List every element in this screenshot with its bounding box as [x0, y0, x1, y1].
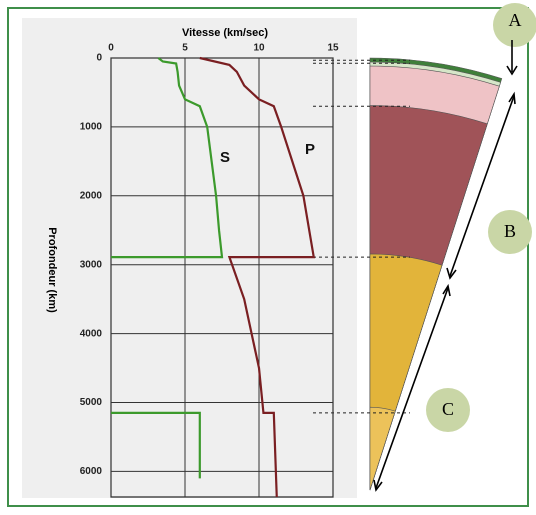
plot: 0 5 10 15 0 1000 2000 3000 4000 5000 6000 S P	[80, 43, 410, 498]
annotation: C	[442, 399, 454, 419]
y-tick-label: 3000	[80, 259, 103, 270]
arrow	[449, 95, 515, 277]
arrow-head	[508, 91, 516, 105]
label-circle	[426, 388, 470, 432]
chart-title: Vitesse (km/sec)	[182, 27, 268, 39]
arrow-head	[506, 65, 518, 76]
series-line	[199, 56, 316, 498]
series-line	[111, 57, 224, 479]
arrows	[373, 40, 518, 492]
series-label: P	[305, 141, 315, 158]
earth-section	[369, 57, 503, 491]
series-label: S	[220, 149, 230, 166]
layer	[369, 406, 396, 491]
y-tick-label: 2000	[80, 190, 103, 201]
y-tick-label: 4000	[80, 328, 103, 339]
y-tick-label: 5000	[80, 397, 103, 408]
arrow	[375, 287, 449, 489]
x-tick-label: 0	[108, 43, 114, 54]
annotations: A B C	[373, 3, 536, 492]
x-tick-label: 5	[182, 43, 188, 54]
arrow-head	[446, 267, 457, 280]
x-tick-label: 15	[327, 43, 339, 54]
arrow-head	[373, 479, 383, 492]
y-tick-label: 6000	[80, 466, 103, 477]
label-circle	[493, 3, 536, 47]
label-circle	[488, 210, 532, 254]
annotation: A	[509, 10, 522, 30]
x-tick-label: 10	[253, 43, 265, 54]
annotation: B	[504, 221, 516, 241]
y-axis-label: Profondeur (km)	[46, 227, 58, 313]
arrow-head	[442, 283, 451, 297]
y-tick-label: 1000	[80, 122, 103, 133]
y-tick-label: 0	[96, 53, 102, 64]
